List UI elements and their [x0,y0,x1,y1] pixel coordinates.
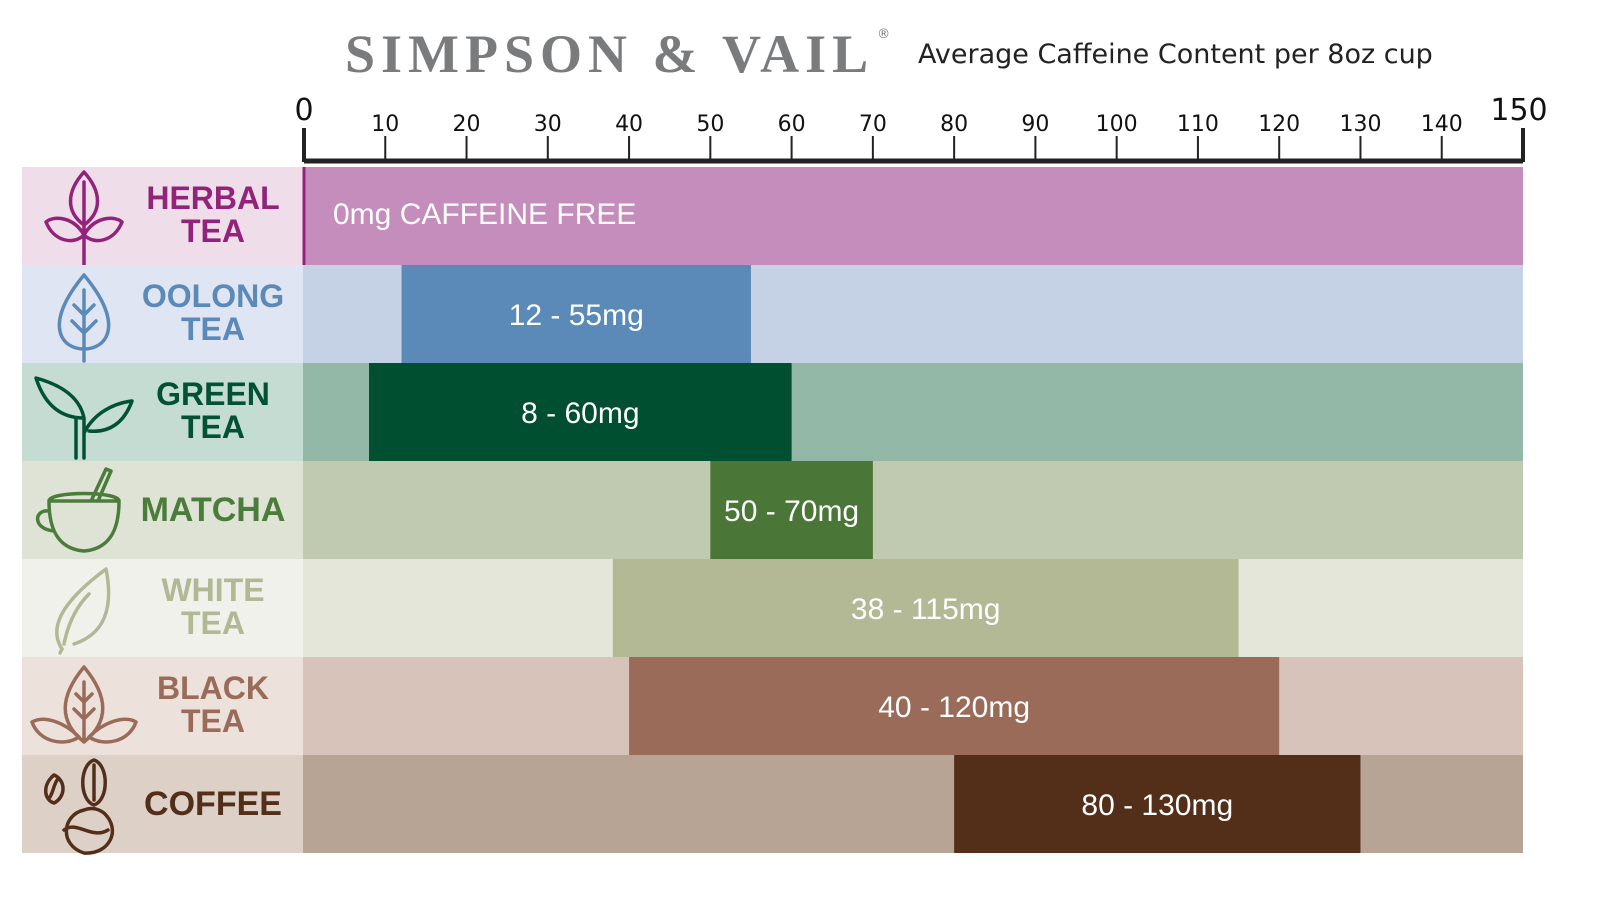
x-tick-label: 50 [696,112,724,137]
category-label: OOLONG [142,278,284,314]
category-label: GREEN [156,376,270,412]
category-label: COFFEE [144,785,282,823]
category-label-background [22,755,304,853]
x-tick-label: 90 [1021,112,1049,137]
category-label: TEA [181,703,245,739]
range-bar [612,559,1239,657]
category-label-background [22,167,304,265]
range-bar-label: 38 - 115mg [851,593,1001,626]
x-tick-label: 20 [453,112,481,137]
category-label: TEA [181,605,245,641]
category-label: TEA [181,409,245,445]
category-label-background [22,363,304,461]
category-row: MATCHA 50 - 70mg [22,461,1523,559]
x-tick-label: 120 [1258,112,1300,137]
category-track [303,461,1523,559]
category-label: MATCHA [141,491,286,529]
coffee-beans-icon [44,758,115,855]
x-axis: 0 10 20 30 40 50 60 70 80 90 100 110 120 130 140 150 [294,93,1548,164]
range-bar [710,461,873,559]
tea-leaves-icon [30,665,138,744]
leaf-drop-icon [57,273,111,363]
tea-leaves-icon-path [30,665,138,744]
coffee-beans-icon-path [44,758,115,855]
category-label: WHITE [161,572,264,608]
range-bar-label: 40 - 120mg [878,691,1030,724]
x-tick-label: 140 [1421,112,1463,137]
category-label: TEA [181,311,245,347]
x-tick-label: 10 [371,112,399,137]
x-tick-label: 70 [859,112,887,137]
range-bar [954,755,1361,853]
category-row: COFFEE 80 - 130mg [22,755,1523,855]
category-track [303,167,1523,265]
range-bar-label: 50 - 70mg [724,495,859,528]
brand-registered-mark: ® [877,27,890,42]
category-label-background [22,657,304,755]
range-bar-label: 80 - 130mg [1081,789,1233,822]
x-tick-label: 130 [1339,112,1381,137]
range-bar [629,657,1280,755]
x-tick-label: 0 [294,93,313,128]
category-label-background [22,461,304,559]
single-leaf-icon-path [55,567,111,655]
range-bar [369,363,792,461]
matcha-cup-icon-path [35,467,121,553]
range-bar-label: 0mg CAFFEINE FREE [333,198,636,231]
x-tick-label: 60 [778,112,806,137]
x-tick-label: 100 [1096,112,1138,137]
sprout-icon [34,376,134,460]
x-tick-label: 110 [1177,112,1219,137]
x-tick-label: 80 [940,112,968,137]
chart-title: Average Caffeine Content per 8oz cup [918,39,1433,70]
herbal-sprig-icon-path [44,170,124,267]
x-tick-label: 30 [534,112,562,137]
range-bar [401,265,751,363]
category-label: HERBAL [146,180,279,216]
x-tick-label: 150 [1490,93,1547,128]
sprout-icon-path [34,376,134,460]
brand-logo: SIMPSON & VAIL [345,24,874,84]
category-label: TEA [181,213,245,249]
leaf-drop-icon-path [57,273,111,363]
category-label-background [22,559,304,657]
range-bar-label: 8 - 60mg [521,397,639,430]
matcha-cup-icon [35,467,121,553]
x-tick-label: 40 [615,112,643,137]
range-bar-label: 12 - 55mg [509,299,644,332]
category-label: BLACK [157,670,269,706]
herbal-sprig-icon [44,170,124,267]
single-leaf-icon [55,567,111,655]
